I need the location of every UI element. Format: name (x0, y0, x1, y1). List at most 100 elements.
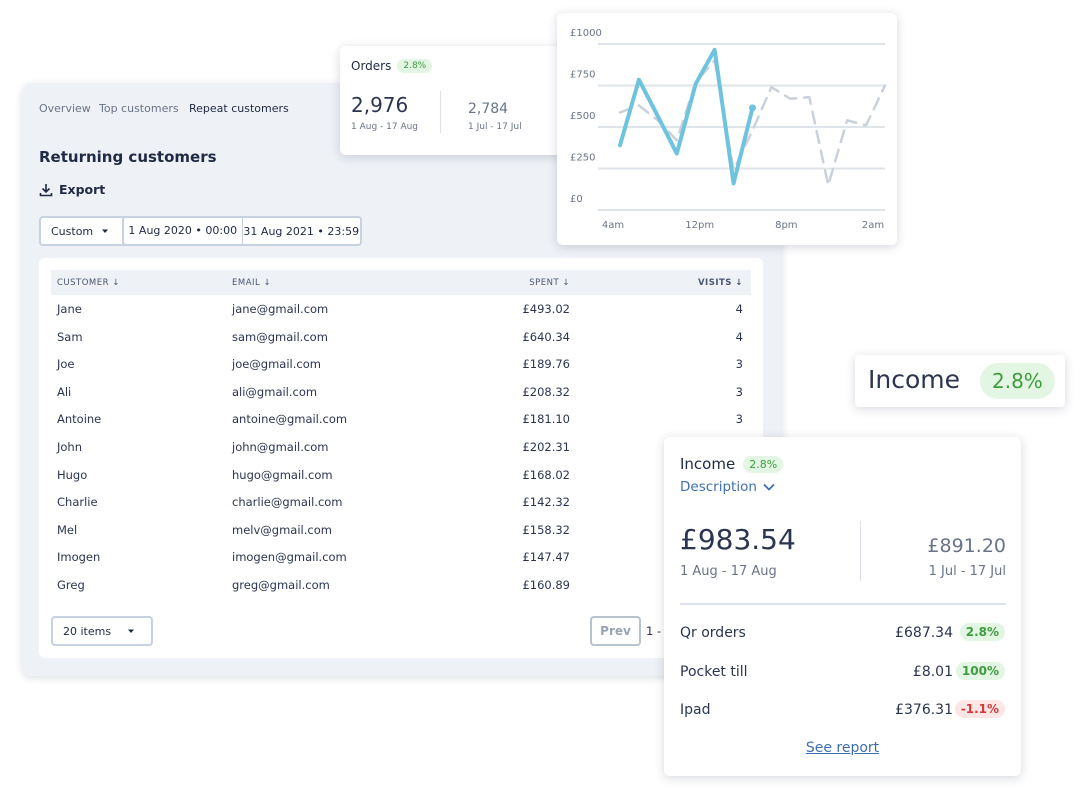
orders-previous-period: 1 Jul - 17 Jul (468, 122, 522, 132)
table-cell: Antoine (57, 412, 102, 427)
row-change: -1.1% (954, 700, 1005, 718)
export-label: Export (59, 182, 106, 197)
table-cell: £202.31 (522, 440, 570, 454)
divider (680, 603, 1006, 605)
row-change: 100% (955, 661, 1005, 680)
table-cell: ali@gmail.com (232, 384, 318, 399)
orders-badge: 2.8% (397, 59, 433, 73)
tab[interactable]: Repeat customers (189, 102, 289, 115)
customers-table: CUSTOMER ↓ EMAIL ↓ SPENT ↓ VISITS ↓ 20 item… (39, 258, 763, 658)
row-change: 2.8% (959, 623, 1005, 641)
y-tick-label: £500 (570, 111, 595, 122)
table-cell: £208.32 (522, 384, 570, 399)
tab[interactable]: Overview (39, 102, 91, 115)
column-header[interactable]: CUSTOMER ↓ (57, 278, 120, 288)
export-button[interactable]: Export (39, 182, 105, 197)
chart-card: £0 £250 £500 £750 £1000 4am 12pm 8pm 2am (557, 13, 897, 245)
x-tick-label: 4am (602, 220, 624, 231)
table-cell: 4 (735, 302, 743, 316)
divider (860, 521, 861, 581)
table-cell: Hugo (57, 467, 88, 482)
row-label: Qr orders (680, 625, 746, 641)
table-cell: sam@gmail.com (232, 329, 328, 344)
orders-previous-value: 2,784 (468, 101, 509, 117)
table-cell: john@gmail.com (232, 440, 329, 454)
table-cell: Mel (57, 522, 78, 537)
table-cell: £181.10 (522, 412, 570, 427)
caret (128, 629, 135, 633)
table-cell: Jane (57, 302, 82, 316)
export-icon (39, 183, 53, 196)
see-report-link[interactable]: See report (805, 740, 880, 756)
divider (440, 91, 441, 133)
orders-current-value: 2,976 (351, 93, 409, 117)
date-range[interactable]: 1 Aug 2020 • 00:00 31 Aug 2021 • 23:59 (122, 216, 362, 246)
row-value: £8.01 (912, 663, 953, 680)
table-cell: £189.76 (522, 357, 570, 372)
table-cell: Joe (57, 357, 75, 372)
row-value: £376.31 (895, 702, 953, 718)
range-select[interactable]: Custom (39, 216, 129, 246)
orders-card: Orders 2.8% 2,976 1 Aug - 17 Aug 2,784 1… (340, 46, 565, 155)
income-title: Income (680, 455, 736, 473)
prev-button[interactable]: Prev (590, 616, 641, 646)
column-header[interactable]: VISITS ↓ (697, 278, 743, 288)
row-label: Ipad (680, 702, 711, 718)
table-header: CUSTOMER ↓ EMAIL ↓ SPENT ↓ VISITS ↓ (51, 270, 751, 295)
table-cell: 3 (735, 412, 743, 427)
x-tick-label: 8pm (775, 220, 797, 231)
table-cell: £493.02 (522, 302, 570, 316)
table-cell: melv@gmail.com (232, 522, 332, 537)
description-label: Description (680, 479, 757, 495)
table-cell: jane@gmail.com (232, 302, 329, 316)
chevron (763, 483, 775, 491)
x-tick-label: 12pm (685, 220, 714, 231)
table-cell: Greg (57, 578, 85, 592)
tab[interactable]: Top customers (99, 102, 179, 115)
income-previous-value: £891.20 (927, 535, 1006, 557)
table-cell: 3 (735, 357, 743, 372)
date-to: 31 Aug 2021 • 23:59 (243, 224, 360, 238)
column-header[interactable]: EMAIL ↓ (232, 278, 272, 288)
column-header[interactable]: SPENT ↓ (529, 278, 570, 288)
table-cell: hugo@gmail.com (232, 467, 333, 482)
line-series (618, 59, 887, 187)
table-cell: Imogen (57, 550, 101, 565)
line-series (618, 47, 755, 186)
table-cell: £160.89 (522, 578, 570, 592)
table-cell: greg@gmail.com (232, 578, 330, 592)
table-cell: Charlie (57, 495, 98, 510)
table-cell: £147.47 (522, 550, 570, 565)
table-cell: John (57, 440, 83, 454)
table-cell: £640.34 (522, 329, 570, 344)
income-badge: 2.8% (743, 455, 784, 473)
income-previous-period: 1 Jul - 17 Jul (928, 564, 1006, 579)
orders-chart: £0 £250 £500 £750 £1000 4am 12pm 8pm 2am (570, 28, 887, 231)
table-cell: charlie@gmail.com (232, 495, 343, 510)
y-tick-label: £750 (570, 70, 595, 81)
caret (102, 229, 109, 233)
income-current-period: 1 Aug - 17 Aug (680, 564, 777, 579)
row-value: £687.34 (895, 625, 953, 641)
table-cell: joe@gmail.com (232, 357, 321, 372)
table-cell: Ali (57, 384, 72, 399)
range-select-label: Custom (51, 224, 94, 238)
page-size-label: 20 items (63, 624, 112, 638)
table-cell: Sam (57, 329, 83, 344)
page-size-select[interactable]: 20 items (51, 616, 153, 646)
income-pill: Income 2.8% (855, 355, 1065, 407)
orders-current-period: 1 Aug - 17 Aug (351, 122, 419, 132)
table-cell: 3 (735, 384, 743, 399)
y-tick-label: £0 (570, 194, 583, 205)
income-pill-title: Income (868, 365, 960, 394)
income-card: Income 2.8% Description £983.54 1 Aug - … (664, 437, 1021, 776)
y-tick-label: £1000 (570, 28, 602, 39)
orders-title: Orders (351, 59, 392, 73)
panel-title: Returning customers (39, 148, 217, 166)
description-toggle[interactable]: Description (680, 479, 775, 495)
table-cell: £168.02 (522, 467, 570, 482)
date-from: 1 Aug 2020 • 00:00 (124, 218, 243, 244)
line-end-dot (749, 104, 756, 112)
table-cell: 4 (735, 329, 743, 344)
